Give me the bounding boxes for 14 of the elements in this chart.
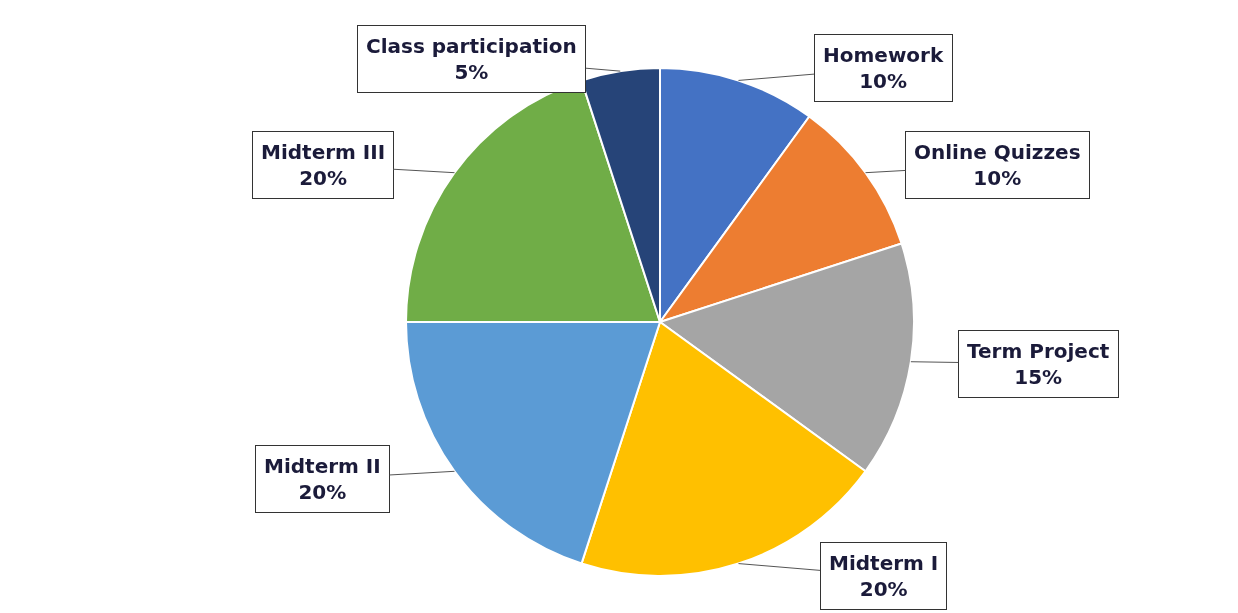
data-label: 20% [298,480,347,504]
slice-label: Term Project [967,339,1110,363]
slice-label: Midterm III [261,140,386,164]
slice-label: Homework [823,43,944,67]
data-label: 10% [973,166,1022,190]
slice-label: Midterm II [264,454,381,478]
data-label: 20% [859,577,908,601]
slice-label: Online Quizzes [914,140,1081,164]
data-label: 15% [1014,365,1063,389]
slice-label: Midterm I [829,551,939,575]
slice-label: Class participation [366,34,577,58]
data-label: 20% [299,166,348,190]
data-label: 5% [454,60,489,84]
data-label: 10% [859,69,908,93]
